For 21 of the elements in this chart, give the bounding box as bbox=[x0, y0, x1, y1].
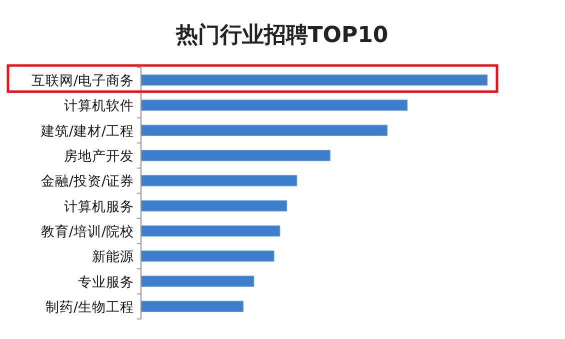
y-tick-label: 互联网/电子商务 bbox=[31, 73, 134, 90]
y-tick-label: 专业服务 bbox=[78, 274, 134, 290]
bar bbox=[140, 300, 244, 312]
bar bbox=[140, 276, 254, 287]
y-tick-label: 金融/投资/证券 bbox=[40, 174, 134, 190]
y-tick-label: 教育/培训/院校 bbox=[40, 222, 134, 240]
bar bbox=[140, 100, 408, 111]
y-tick-label: 计算机软件 bbox=[64, 98, 134, 114]
y-tick-label: 建筑/建材/工程 bbox=[40, 123, 134, 140]
bar bbox=[140, 175, 298, 186]
y-tick-label: 新能源 bbox=[92, 249, 134, 266]
bar bbox=[140, 74, 488, 86]
chart-title: 热门行业招聘TOP10 bbox=[174, 22, 388, 48]
y-tick-label: 计算机服务 bbox=[64, 198, 134, 215]
bar bbox=[140, 225, 280, 237]
bar bbox=[140, 124, 388, 136]
y-tick-label: 房地产开发 bbox=[64, 148, 134, 165]
bar bbox=[140, 200, 288, 212]
y-tick-label: 制药/生物工程 bbox=[45, 299, 134, 316]
bar bbox=[140, 250, 274, 262]
bar bbox=[140, 150, 330, 162]
